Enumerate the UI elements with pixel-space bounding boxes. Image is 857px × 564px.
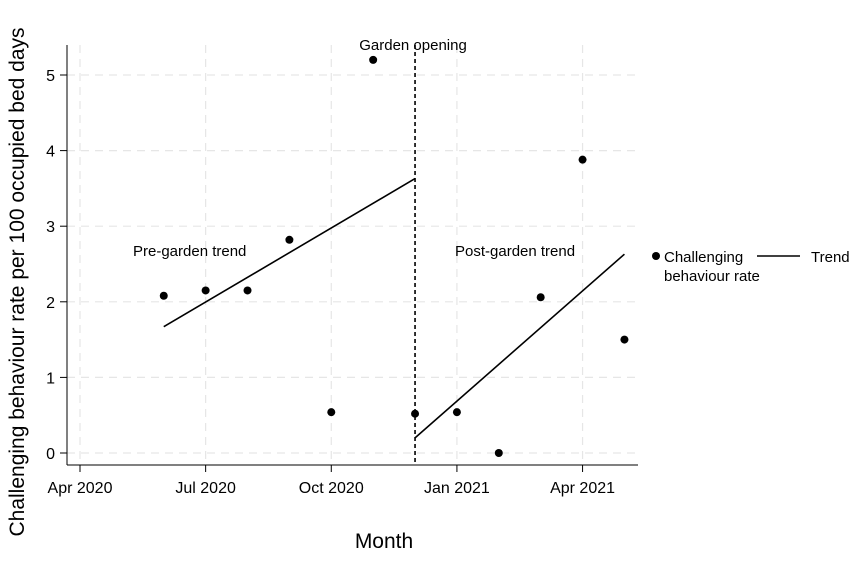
y-tick-label: 4 (46, 144, 55, 161)
x-tick-label: Oct 2020 (299, 480, 364, 497)
legend-label-rate: Challenging behaviour rate (664, 249, 760, 285)
x-axis-ticks: Apr 2020 Jul 2020 Oct 2020 Jan 2021 Apr 2021 (48, 465, 615, 497)
x-tick-label: Apr 2021 (550, 480, 615, 497)
garden-opening-label: Garden opening (359, 37, 467, 54)
legend-label-rate-line: behaviour rate (664, 268, 760, 285)
data-point (578, 155, 587, 164)
y-axis-ticks: 0 1 2 3 4 5 (46, 68, 67, 463)
data-point (369, 55, 378, 64)
post-garden-trend-label: Post-garden trend (455, 243, 575, 260)
legend: Challenging behaviour rate Trend (652, 249, 850, 285)
data-point (327, 408, 336, 417)
y-tick-label: 2 (46, 295, 55, 312)
legend-dot-marker (652, 252, 660, 260)
trend-lines (163, 177, 625, 439)
data-point (620, 335, 629, 344)
legend-label-rate-line: Challenging (664, 249, 743, 266)
y-axis-title: Challenging behaviour rate per 100 occup… (6, 27, 29, 536)
data-point (411, 409, 420, 418)
gridlines (67, 45, 638, 465)
x-tick-label: Jan 2021 (424, 480, 490, 497)
y-tick-label: 1 (46, 370, 55, 387)
y-tick-label: 0 (46, 446, 55, 463)
x-axis-title: Month (355, 530, 413, 553)
data-point (159, 291, 168, 300)
data-point (536, 293, 545, 302)
data-points (159, 55, 629, 457)
axes (66, 45, 638, 466)
data-point (201, 286, 210, 295)
trend-segment (163, 177, 416, 328)
pre-garden-trend-label: Pre-garden trend (133, 243, 246, 260)
data-point (243, 286, 252, 295)
data-point (285, 235, 294, 244)
trend-segment (414, 253, 625, 439)
x-tick-label: Apr 2020 (48, 480, 113, 497)
data-point (494, 449, 503, 457)
y-tick-label: 3 (46, 219, 55, 236)
data-point (452, 408, 461, 417)
y-tick-label: 5 (46, 68, 55, 85)
legend-label-trend: Trend (811, 249, 850, 266)
x-tick-label: Jul 2020 (175, 480, 236, 497)
